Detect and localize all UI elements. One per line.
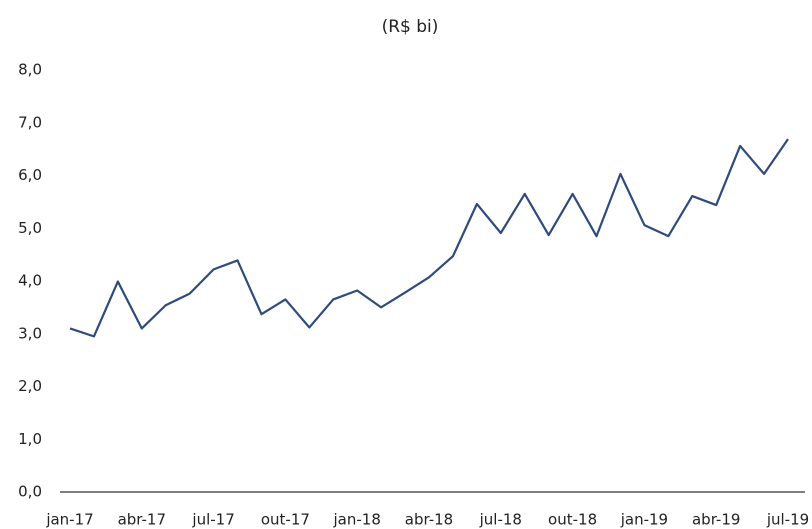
x-tick-label: jul-17 [191,511,234,529]
x-tick-label: jan-19 [620,511,668,529]
y-tick-label: 5,0 [18,219,42,237]
x-tick-label: jul-19 [766,511,809,529]
y-tick-label: 2,0 [18,377,42,395]
y-tick-label: 4,0 [18,272,42,290]
x-tick-label: out-17 [261,511,310,529]
x-tick-label: jan-17 [45,511,93,529]
y-tick-label: 0,0 [18,483,42,501]
y-tick-label: 7,0 [18,113,42,131]
chart-title: (R$ bi) [382,17,439,37]
y-tick-label: 1,0 [18,430,42,448]
x-tick-label: abr-18 [405,511,453,529]
y-tick-label: 8,0 [18,61,42,79]
y-tick-label: 6,0 [18,166,42,184]
x-tick-label: jul-18 [479,511,522,529]
x-tick-label: out-18 [548,511,597,529]
x-tick-label: abr-17 [118,511,166,529]
x-tick-label: jan-18 [333,511,381,529]
y-tick-label: 3,0 [18,324,42,342]
x-tick-label: abr-19 [692,511,740,529]
line-series [69,138,789,338]
